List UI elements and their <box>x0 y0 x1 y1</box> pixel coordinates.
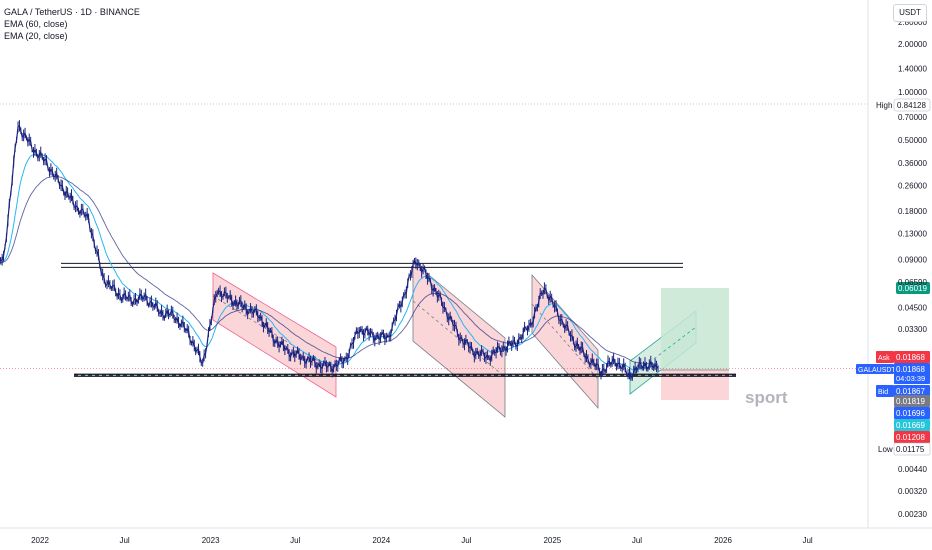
y-tick-label: 0.36000 <box>898 159 927 168</box>
x-tick-label: 2023 <box>202 536 220 545</box>
y-tick-label: 1.00000 <box>898 88 927 97</box>
y-tick-label: 0.50000 <box>898 136 927 145</box>
last-caption-box <box>856 364 894 374</box>
level-label: 0.01669 <box>896 421 925 430</box>
ema60-line <box>0 176 659 365</box>
high-label-text: 0.84128 <box>897 101 926 110</box>
partial-tick-label: 2.80000 <box>898 18 927 27</box>
horizontal-levels <box>0 103 868 377</box>
currency-button[interactable]: USDT <box>893 4 927 22</box>
x-tick-label: 2024 <box>372 536 390 545</box>
last-value-box <box>894 363 930 384</box>
target-label <box>896 282 930 294</box>
y-tick-label: 0.00230 <box>898 510 927 519</box>
countdown: 04:03:39 <box>896 374 925 383</box>
descending-channel-1[interactable] <box>212 272 337 398</box>
ema60-legend[interactable]: EMA (60, close) <box>4 19 68 29</box>
x-tick-label: 2025 <box>543 536 561 545</box>
x-tick-label: 2022 <box>31 536 49 545</box>
level-label: 0.01819 <box>896 397 925 406</box>
y-axis: 2.00000 1.40000 1.00000 0.70000 0.50000 0.360… <box>867 0 927 528</box>
x-tick-label: Jul <box>119 536 129 545</box>
y-tick-label: 0.18000 <box>898 207 927 216</box>
last-caption: GALAUSDT <box>858 367 896 374</box>
y-tick-label: 0.03300 <box>898 325 927 334</box>
level-label: 0.01696 <box>896 409 925 418</box>
y-tick-label: 2.00000 <box>898 40 927 49</box>
ask-caption: Ask <box>878 355 890 362</box>
high-caption: High <box>876 101 892 110</box>
y-tick-label: 1.40000 <box>898 65 927 74</box>
low-label-box <box>893 442 931 456</box>
target-label-text: 0.06019 <box>898 284 927 293</box>
x-tick-label: 2026 <box>714 536 732 545</box>
level-label-box <box>894 395 930 407</box>
level-label-box <box>894 407 930 419</box>
channel-mid-dash-3 <box>531 303 599 380</box>
y-tick-label: 0.13000 <box>898 230 927 239</box>
price-series <box>0 120 659 381</box>
low-caption: Low <box>878 445 893 454</box>
bid-value: 0.01867 <box>896 387 925 396</box>
ask-value-box <box>894 351 930 363</box>
bid-value-box <box>894 385 930 397</box>
symbol-title[interactable]: GALA / TetherUS · 1D · BINANCE <box>4 7 140 17</box>
channel-mid-dash-1 <box>212 295 337 373</box>
chart-legend: GALA / TetherUS · 1D · BINANCE EMA (60, … <box>4 6 140 42</box>
drawings <box>212 261 729 418</box>
partial-tick-label: 0.06590 <box>898 278 927 287</box>
level-label-box <box>894 419 930 431</box>
last-value: 0.01868 <box>896 365 925 374</box>
level-label: 0.01208 <box>896 433 925 442</box>
y-tick-label: 0.00320 <box>898 487 927 496</box>
low-value: 0.01175 <box>896 445 925 454</box>
target-zone[interactable] <box>661 288 729 370</box>
ask-value: 0.01868 <box>896 353 925 362</box>
watermark-text: sport <box>745 388 788 407</box>
ema20-legend[interactable]: EMA (20, close) <box>4 31 68 41</box>
x-tick-label: Jul <box>632 536 642 545</box>
y-tick-label: 0.00440 <box>898 465 927 474</box>
level-label-box <box>894 431 930 443</box>
x-tick-label: Jul <box>802 536 812 545</box>
price-line <box>0 124 659 379</box>
x-tick-label: Jul <box>461 536 471 545</box>
y-tick-label: 0.09000 <box>898 255 927 264</box>
y-tick-label: 0.70000 <box>898 113 927 122</box>
bid-caption-box <box>876 385 894 397</box>
x-axis: 2022 Jul 2023 Jul 2024 Jul 2025 Jul 2026 Jul <box>0 527 932 545</box>
ask-caption-box <box>876 351 894 363</box>
bid-caption: Bid <box>878 389 888 396</box>
high-label <box>893 98 931 112</box>
x-tick-label: Jul <box>290 536 300 545</box>
channel-mid-dash-2 <box>412 300 506 378</box>
y-tick-label: 0.26000 <box>898 182 927 191</box>
y-tick-label: 0.04500 <box>898 303 927 312</box>
